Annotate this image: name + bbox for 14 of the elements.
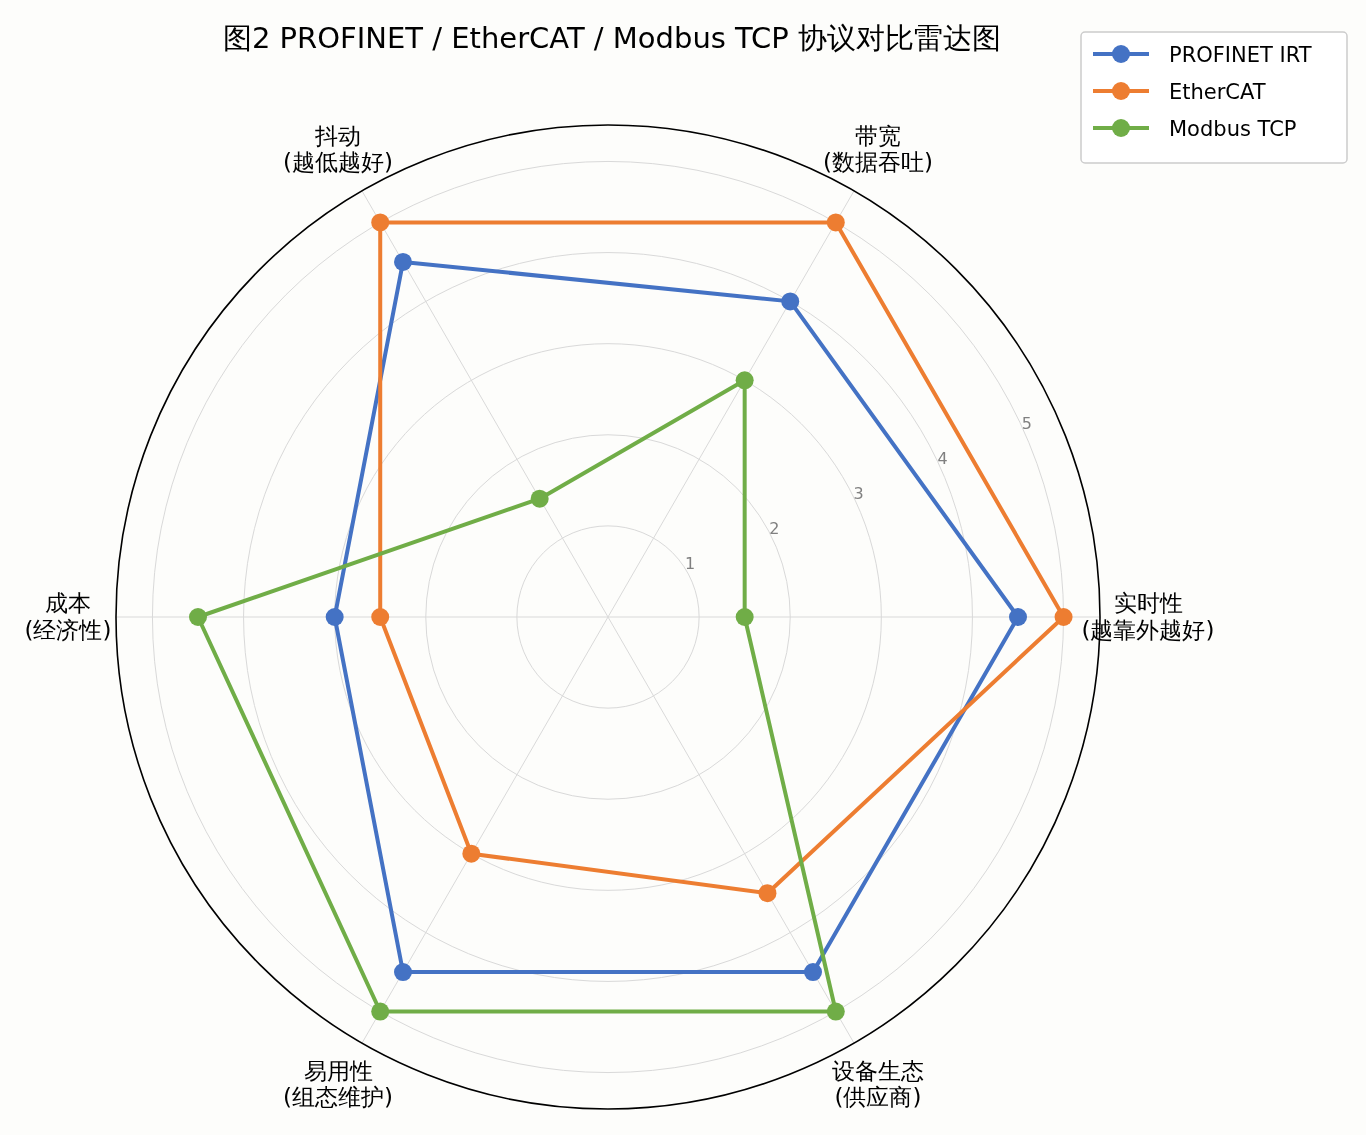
y-tick-label: 4 — [937, 449, 948, 469]
spoke-label: 成本 (经济性) — [24, 590, 112, 643]
legend-label: EtherCAT — [1169, 80, 1266, 104]
chart-title: 图2 PROFINET / EtherCAT / Modbus TCP 协议对比雷达图 — [222, 21, 1002, 55]
y-tick-label: 5 — [1021, 414, 1032, 434]
y-tick-label: 1 — [685, 553, 696, 573]
spoke-label: 易用性 (组态维护) — [283, 1057, 393, 1111]
spoke-label: 设备生态 (供应商) — [832, 1057, 924, 1111]
y-tick-label: 3 — [853, 483, 864, 503]
legend-label: PROFINET IRT — [1169, 43, 1312, 67]
y-tick-label: 2 — [769, 518, 780, 538]
spoke-label: 抖动 (越低越好) — [283, 122, 393, 175]
legend-label: Modbus TCP — [1169, 117, 1297, 141]
spoke-label: 带宽 (数据吞吐) — [823, 122, 933, 175]
